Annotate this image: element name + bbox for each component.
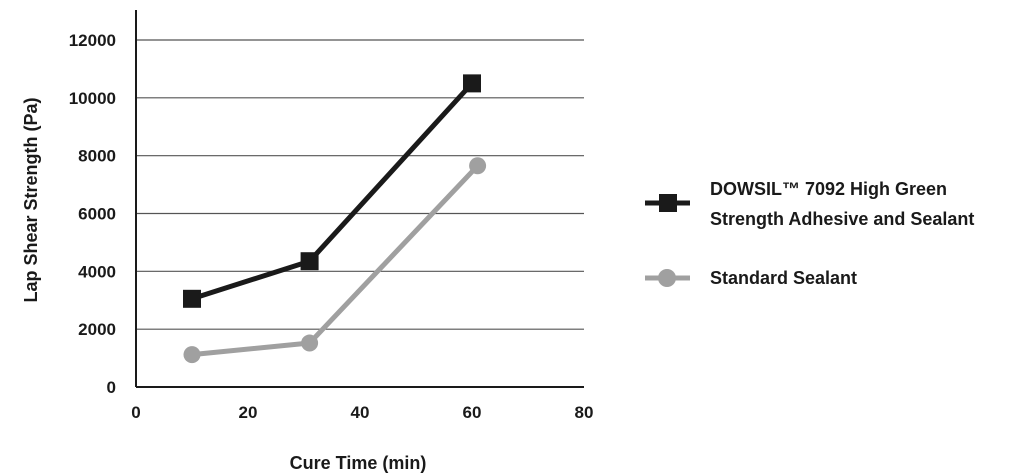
data-point-standard-sealant-2 bbox=[469, 157, 487, 175]
series-layer bbox=[183, 74, 487, 364]
x-tick-label-20: 20 bbox=[239, 403, 258, 422]
y-tick-label-8000: 8000 bbox=[78, 147, 116, 166]
y-tick-label-4000: 4000 bbox=[78, 262, 116, 281]
y-tick-label-6000: 6000 bbox=[78, 205, 116, 224]
legend-label-standard-sealant: Standard Sealant bbox=[710, 268, 857, 288]
data-point-dowsil-7092-1 bbox=[300, 252, 319, 271]
y-tick-label-2000: 2000 bbox=[78, 320, 116, 339]
y-tick-label-10000: 10000 bbox=[69, 89, 116, 108]
legend-item-dowsil-7092: DOWSIL™ 7092 High Green Strength Adhesiv… bbox=[645, 179, 974, 229]
y-tick-label-12000: 12000 bbox=[69, 31, 116, 50]
series-line-dowsil-7092 bbox=[191, 81, 474, 302]
y-tick-label-0: 0 bbox=[107, 378, 116, 397]
x-tick-labels: 0 20 40 60 80 bbox=[131, 403, 593, 422]
legend-item-standard-sealant: Standard Sealant bbox=[645, 268, 857, 288]
legend-square-marker bbox=[659, 194, 677, 212]
legend-label-dowsil-7092-line2: Strength Adhesive and Sealant bbox=[710, 209, 974, 229]
y-axis-title: Lap Shear Strength (Pa) bbox=[21, 97, 41, 302]
x-axis-title: Cure Time (min) bbox=[290, 453, 427, 473]
data-point-dowsil-7092-0 bbox=[183, 289, 201, 308]
legend-label-dowsil-7092-line1: DOWSIL™ 7092 High Green bbox=[710, 179, 947, 199]
legend-circle-marker bbox=[658, 269, 676, 287]
y-tick-labels: 0 2000 4000 6000 8000 10000 12000 bbox=[69, 31, 116, 397]
axes bbox=[135, 10, 584, 388]
series-line-standard-sealant bbox=[191, 164, 480, 358]
x-tick-label-40: 40 bbox=[351, 403, 370, 422]
data-point-standard-sealant-1 bbox=[301, 334, 319, 352]
legend: DOWSIL™ 7092 High Green Strength Adhesiv… bbox=[645, 179, 974, 288]
x-tick-label-0: 0 bbox=[131, 403, 140, 422]
x-tick-label-60: 60 bbox=[463, 403, 482, 422]
grid-lines bbox=[136, 39, 584, 330]
x-tick-label-80: 80 bbox=[575, 403, 594, 422]
data-point-dowsil-7092-2 bbox=[463, 74, 481, 93]
data-point-standard-sealant-0 bbox=[183, 346, 201, 364]
